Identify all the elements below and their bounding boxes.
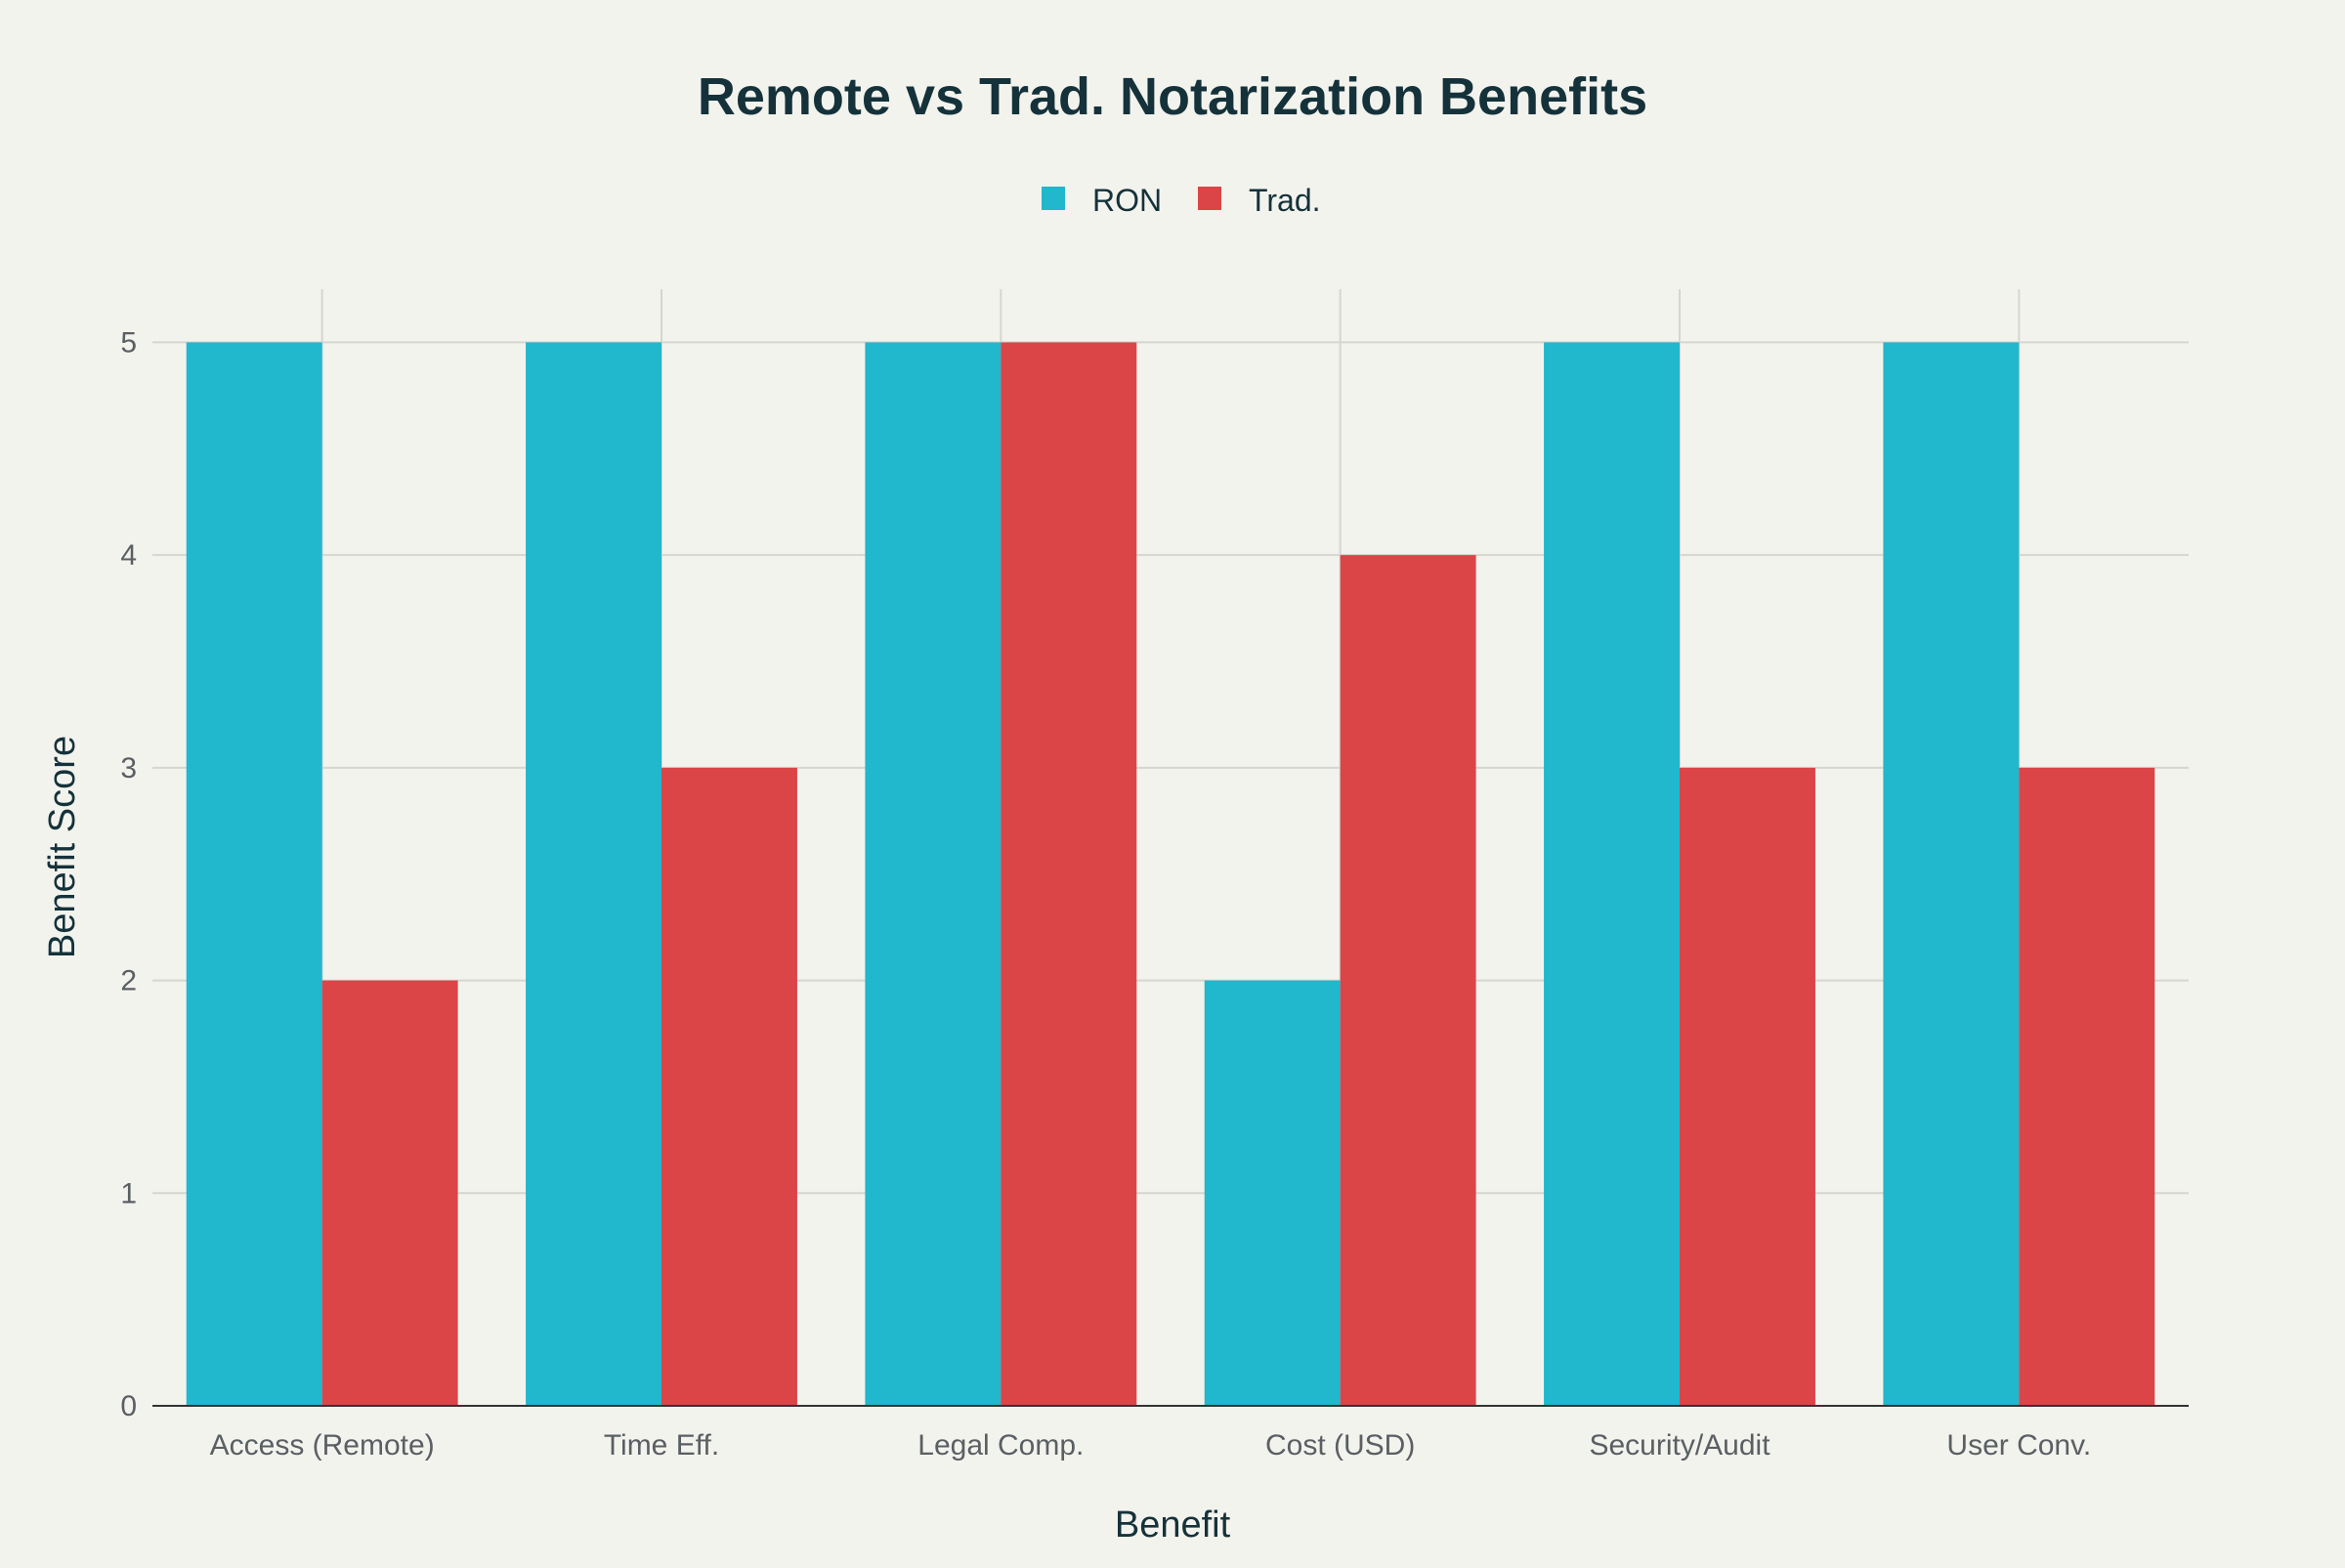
y-tick-label: 4 <box>120 539 137 572</box>
y-axis-ticks: 0 1 2 3 4 5 <box>120 326 137 1422</box>
y-tick-label: 3 <box>120 752 137 784</box>
bars <box>186 342 2155 1406</box>
y-tick-label: 5 <box>120 326 137 359</box>
legend-swatch-ron <box>1042 187 1065 210</box>
x-tick-label: Security/Audit <box>1589 1429 1770 1462</box>
bar-trad <box>2019 767 2155 1406</box>
x-axis-ticks: Access (Remote) Time Eff. Legal Comp. Cost … <box>210 1429 2092 1462</box>
x-tick-label: User Conv. <box>1946 1429 2091 1462</box>
bar-trad <box>661 767 797 1406</box>
bar-ron <box>526 342 661 1406</box>
chart-title: Remote vs Trad. Notarization Benefits <box>698 67 1647 126</box>
bar-ron <box>186 342 322 1406</box>
legend: RON Trad. <box>1042 183 1321 218</box>
legend-label-trad: Trad. <box>1249 183 1321 218</box>
x-tick-label: Legal Comp. <box>917 1429 1084 1462</box>
legend-label-ron: RON <box>1092 183 1162 218</box>
y-tick-label: 0 <box>120 1390 137 1422</box>
bar-ron <box>1204 980 1341 1406</box>
x-tick-label: Time Eff. <box>604 1429 719 1462</box>
legend-swatch-trad <box>1198 187 1221 210</box>
bar-ron <box>1544 342 1680 1406</box>
x-tick-label: Access (Remote) <box>210 1429 435 1462</box>
bar-ron <box>865 342 1002 1406</box>
bar-ron <box>1883 342 2020 1406</box>
bar-trad <box>1001 342 1137 1406</box>
bar-trad <box>1680 767 1815 1406</box>
bar-trad <box>1340 555 1476 1406</box>
y-axis-title: Benefit Score <box>42 736 83 958</box>
bar-trad <box>321 980 458 1406</box>
x-tick-label: Cost (USD) <box>1265 1429 1415 1462</box>
y-tick-label: 2 <box>120 965 137 997</box>
x-axis-title: Benefit <box>1115 1504 1231 1546</box>
y-tick-label: 1 <box>120 1177 137 1209</box>
